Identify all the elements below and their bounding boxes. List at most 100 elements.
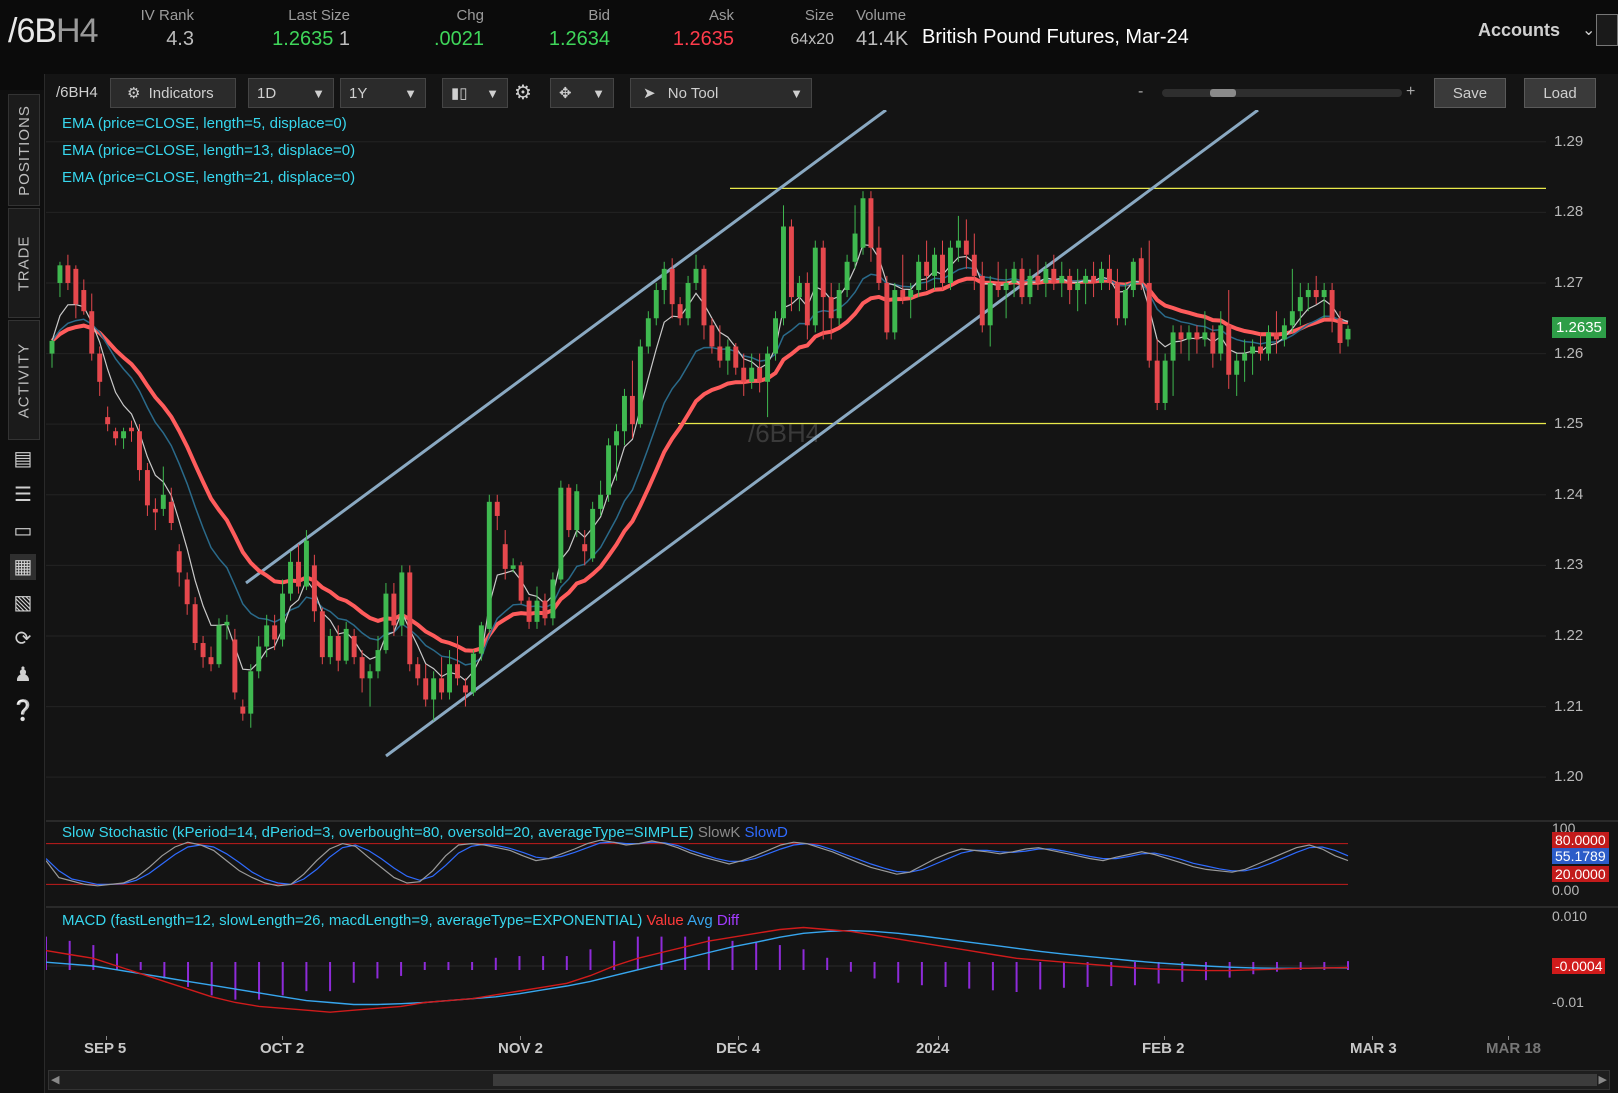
volume-value: 41.4K: [856, 28, 909, 50]
tab-positions[interactable]: POSITIONS: [8, 94, 40, 206]
candle-body: [940, 254, 945, 283]
candle-body: [645, 318, 651, 347]
ema5-line: [51, 243, 1349, 682]
load-button[interactable]: Load: [1524, 78, 1596, 108]
channel-line-lower: [385, 110, 1259, 758]
candle-body: [1194, 332, 1200, 340]
zoom-slider[interactable]: [1162, 89, 1402, 97]
candle-body: [280, 593, 286, 640]
zoom-slider-handle[interactable]: [1210, 89, 1236, 97]
last-size-value: 1.2635 1: [272, 28, 350, 50]
candle-body: [192, 604, 198, 644]
candle-body: [65, 265, 71, 283]
candle-body: [971, 254, 977, 276]
candle-body: [1162, 360, 1168, 403]
stochastic-chart[interactable]: [46, 824, 1546, 904]
news-icon[interactable]: ▤: [13, 448, 33, 470]
ema21-label[interactable]: EMA (price=CLOSE, length=21, displace=0): [62, 169, 356, 186]
candle-body: [979, 275, 985, 326]
candle-body: [240, 706, 246, 714]
candle-body: [844, 261, 850, 291]
macd-chart[interactable]: [46, 910, 1546, 1036]
ask-value[interactable]: 1.2635: [672, 28, 734, 50]
drawing-tool-select[interactable]: ➤ No Tool ▼: [630, 78, 812, 108]
chart-style-select[interactable]: ▮▯ ▼: [442, 78, 508, 108]
aggregation-select[interactable]: 1D ▼: [248, 78, 334, 108]
chart-symbol[interactable]: /6BH4: [48, 78, 104, 108]
time-tick-label: NOV 2: [498, 1040, 544, 1057]
scrollbar-thumb[interactable]: [493, 1074, 1597, 1086]
price-chart[interactable]: /6BH4: [46, 110, 1546, 816]
scroll-right-icon[interactable]: ▶: [1598, 1074, 1607, 1086]
time-axis[interactable]: SEP 5 OCT 2 NOV 2 DEC 4 2024 FEB 2 MAR 3 MAR 18: [46, 1036, 1618, 1066]
cursor-icon: ➤: [643, 85, 656, 102]
accounts-menu[interactable]: Accounts: [1478, 20, 1561, 40]
price-tick-label: 1.28: [1554, 203, 1584, 221]
time-tick-label: DEC 4: [716, 1040, 761, 1057]
price-axis[interactable]: 1.29 1.28 1.27 1.26 1.25 1.24 1.23 1.22 1.21 1.20…: [1546, 110, 1618, 816]
candle-body: [1130, 261, 1136, 291]
people-icon[interactable]: ♟: [14, 664, 32, 686]
stoch-label[interactable]: Slow Stochastic (kPeriod=14, dPeriod=3, …: [62, 824, 788, 841]
candle-body: [1091, 275, 1097, 283]
candle-body: [152, 508, 158, 513]
ema5-label[interactable]: EMA (price=CLOSE, length=5, displace=0): [62, 115, 347, 132]
candle-body: [963, 240, 969, 255]
grid-icon[interactable]: ▧: [13, 592, 33, 614]
tab-trade[interactable]: TRADE: [8, 208, 40, 318]
chevron-down-icon[interactable]: ⌄: [1582, 22, 1596, 39]
price-tick-label: 1.24: [1554, 485, 1584, 503]
drawing-style-select[interactable]: ✥ ▼: [550, 78, 614, 108]
candle-body: [932, 254, 938, 276]
macd-axis: 0.010 -0.0004 -0.01: [1546, 908, 1618, 1036]
candle-body: [924, 261, 930, 276]
candle-body: [57, 265, 63, 283]
gear-icon: ⚙: [127, 85, 141, 102]
horizontal-scrollbar[interactable]: ◀ ▶: [48, 1070, 1610, 1090]
time-tick-label: MAR 18: [1486, 1040, 1542, 1057]
price-tick-label: 1.26: [1554, 344, 1584, 362]
ema13-label[interactable]: EMA (price=CLOSE, length=13, displace=0): [62, 142, 356, 159]
candle-body: [168, 501, 174, 524]
candle-body: [1329, 290, 1335, 319]
chg-label: Chg: [456, 7, 484, 24]
candle-body: [653, 290, 659, 319]
save-button[interactable]: Save: [1434, 78, 1506, 108]
settings-gear-icon[interactable]: ⚙: [514, 82, 532, 104]
candle-body: [558, 487, 564, 580]
macd-label[interactable]: MACD (fastLength=12, slowLength=26, macd…: [62, 912, 740, 929]
candle-body: [629, 395, 635, 425]
candle-body: [303, 540, 309, 587]
tv-icon[interactable]: ▭: [13, 520, 33, 542]
pane-divider[interactable]: [46, 906, 1618, 908]
candle-body: [1003, 282, 1009, 291]
price-tick-label: 1.20: [1554, 768, 1584, 786]
chevron-down-icon: ▼: [404, 86, 417, 101]
candle-body: [820, 247, 826, 298]
pane-divider[interactable]: [46, 820, 1618, 822]
time-tick-mark: [282, 1036, 283, 1040]
volume-label: Volume: [856, 7, 907, 24]
timeframe-select[interactable]: 1Y ▼: [340, 78, 426, 108]
candle-body: [661, 268, 667, 291]
candlestick-icon: ▮▯: [451, 85, 468, 102]
candle-body: [1242, 353, 1248, 361]
history-icon[interactable]: ⟳: [14, 628, 32, 650]
candle-body: [765, 353, 771, 382]
symbol[interactable]: /6BH4: [8, 12, 99, 51]
scroll-left-icon[interactable]: ◀: [51, 1074, 60, 1086]
tab-activity[interactable]: ACTIVITY: [8, 320, 40, 440]
bid-value[interactable]: 1.2634: [548, 28, 610, 50]
candle-body: [343, 628, 349, 661]
time-tick-mark: [1372, 1036, 1373, 1040]
help-icon[interactable]: ❔: [10, 700, 36, 722]
chart-icon[interactable]: ▦: [10, 554, 36, 580]
zoom-in-button[interactable]: +: [1406, 83, 1416, 100]
zoom-out-button[interactable]: -: [1138, 83, 1144, 100]
indicators-button[interactable]: ⚙ Indicators: [110, 78, 236, 108]
side-panel-toggle[interactable]: [1596, 14, 1618, 46]
list-icon[interactable]: ☰: [14, 484, 32, 506]
candle-body: [311, 565, 317, 612]
candle-body: [582, 544, 588, 552]
candle-body: [129, 427, 134, 432]
